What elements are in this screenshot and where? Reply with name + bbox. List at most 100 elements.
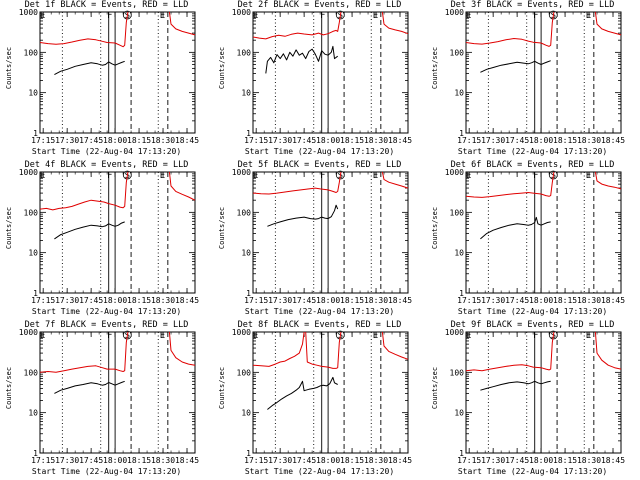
x-axis-label: Start Time (22-Aug-04 17:13:20)	[31, 147, 182, 156]
y-tick-label: 1000	[232, 168, 251, 177]
y-tick-label: 1000	[445, 168, 464, 177]
x-tick-label: 18:45	[601, 296, 625, 305]
panel-title: Det 5f BLACK = Events, RED = LLD	[237, 160, 402, 170]
y-axis-label: Counts/sec	[431, 366, 439, 410]
marker-label: E	[253, 11, 258, 21]
marker-label: E	[160, 331, 165, 341]
x-axis-label: Start Time (22-Aug-04 17:13:20)	[457, 147, 608, 156]
lld-series-line	[381, 171, 409, 189]
events-series-line	[267, 376, 338, 410]
panel-title: Det 6f BLACK = Events, RED = LLD	[450, 160, 615, 170]
panel-plot: 1 10 100 1000 17:15 17:30 17:45 18:00 18:15 18:30…	[19, 328, 199, 465]
x-tick-label: 18:00	[529, 456, 553, 465]
y-axis-label: Counts/sec	[431, 46, 439, 90]
y-tick-label: 1000	[19, 328, 38, 337]
y-tick-label: 10	[28, 89, 38, 98]
x-tick-label: 18:15	[127, 296, 151, 305]
detector-panel: Det 4f BLACK = Events, RED = LLD 1 10 100 10…	[0, 160, 213, 320]
marker-label: E	[373, 11, 378, 21]
x-tick-label: 18:30	[151, 136, 175, 145]
marker-label: E	[586, 171, 591, 181]
lld-series-line	[594, 171, 622, 190]
x-tick-label: 18:00	[103, 296, 127, 305]
y-tick-label: 10	[28, 409, 38, 418]
panel-plot: 1 10 100 1000 17:15 17:30 17:45 18:00 18:15 18:30…	[19, 168, 199, 305]
y-tick-label: 1000	[19, 8, 38, 17]
detector-panel: Det 1f BLACK = Events, RED = LLD 1 10 100 10…	[0, 0, 213, 160]
x-tick-label: 18:45	[388, 136, 412, 145]
x-tick-label: 18:00	[103, 456, 127, 465]
x-tick-label: 18:30	[364, 296, 388, 305]
y-tick-label: 100	[24, 48, 39, 57]
marker-label: E	[586, 11, 591, 21]
lld-series-line	[168, 331, 196, 366]
x-tick-label: 17:45	[292, 136, 316, 145]
x-tick-label: 18:00	[529, 136, 553, 145]
x-tick-label: 18:15	[127, 456, 151, 465]
detector-panel: Det 2f BLACK = Events, RED = LLD 1 10 100 10…	[213, 0, 426, 160]
lld-series-line	[39, 331, 129, 373]
x-tick-label: 18:30	[577, 456, 601, 465]
x-tick-label: 17:15	[244, 456, 268, 465]
marker-label: E	[160, 11, 165, 21]
marker-label: F	[107, 331, 112, 341]
x-tick-label: 18:00	[316, 456, 340, 465]
plot-frame	[39, 171, 196, 294]
y-tick-label: 1	[246, 129, 251, 138]
lld-series-line	[168, 11, 196, 36]
x-tick-label: 17:30	[55, 456, 79, 465]
x-tick-label: 17:45	[292, 456, 316, 465]
y-tick-label: 100	[237, 368, 252, 377]
events-series-line	[480, 380, 551, 391]
y-tick-label: 10	[241, 409, 251, 418]
x-tick-label: 18:00	[316, 136, 340, 145]
x-tick-label: 18:30	[577, 136, 601, 145]
x-tick-label: 18:00	[529, 296, 553, 305]
plot-frame	[39, 11, 196, 134]
marker-label: E	[466, 11, 471, 21]
marker-label: E	[40, 11, 45, 21]
marker-label: F	[107, 11, 112, 21]
x-tick-label: 17:15	[31, 136, 55, 145]
panel-title: Det 2f BLACK = Events, RED = LLD	[237, 0, 402, 10]
plot-frame	[465, 331, 622, 454]
events-series-line	[54, 380, 125, 394]
y-tick-label: 10	[241, 249, 251, 258]
y-tick-label: 1	[459, 449, 464, 458]
x-axis-label: Start Time (22-Aug-04 17:13:20)	[457, 467, 608, 476]
events-series-line	[54, 60, 125, 76]
marker-label: E	[40, 331, 45, 341]
detector-panel: Det 6f BLACK = Events, RED = LLD 1 10 100 10…	[426, 160, 639, 320]
x-tick-label: 18:15	[340, 456, 364, 465]
plot-frame	[252, 171, 409, 294]
y-tick-label: 1	[459, 289, 464, 298]
x-tick-label: 17:15	[457, 136, 481, 145]
y-tick-label: 100	[237, 48, 252, 57]
events-series-line	[480, 60, 551, 73]
detector-panel: Det 3f BLACK = Events, RED = LLD 1 10 100 10…	[426, 0, 639, 160]
marker-label: E	[160, 171, 165, 181]
x-tick-label: 18:30	[364, 136, 388, 145]
lld-series-line	[381, 11, 409, 35]
lld-series-line	[465, 171, 555, 198]
x-tick-label: 17:30	[55, 136, 79, 145]
x-tick-label: 17:45	[505, 136, 529, 145]
marker-label: E	[586, 331, 591, 341]
panel-title: Det 1f BLACK = Events, RED = LLD	[24, 0, 189, 10]
y-tick-label: 100	[24, 368, 39, 377]
x-tick-label: 18:15	[340, 136, 364, 145]
x-tick-label: 17:45	[292, 296, 316, 305]
x-tick-label: 18:45	[388, 296, 412, 305]
y-tick-label: 100	[450, 208, 465, 217]
detector-panel: Det 9f BLACK = Events, RED = LLD 1 10 100 10…	[426, 320, 639, 480]
x-tick-label: 18:45	[601, 136, 625, 145]
y-tick-label: 1	[33, 129, 38, 138]
x-tick-label: 18:45	[175, 136, 199, 145]
panel-plot: 1 10 100 1000 17:15 17:30 17:45 18:00 18:15 18:30…	[232, 8, 412, 145]
panel-title: Det 3f BLACK = Events, RED = LLD	[450, 0, 615, 10]
panel-plot: 1 10 100 1000 17:15 17:30 17:45 18:00 18:15 18:30…	[445, 168, 625, 305]
detector-panel: Det 5f BLACK = Events, RED = LLD 1 10 100 10…	[213, 160, 426, 320]
marker-label: E	[466, 171, 471, 181]
x-axis-label: Start Time (22-Aug-04 17:13:20)	[31, 467, 182, 476]
